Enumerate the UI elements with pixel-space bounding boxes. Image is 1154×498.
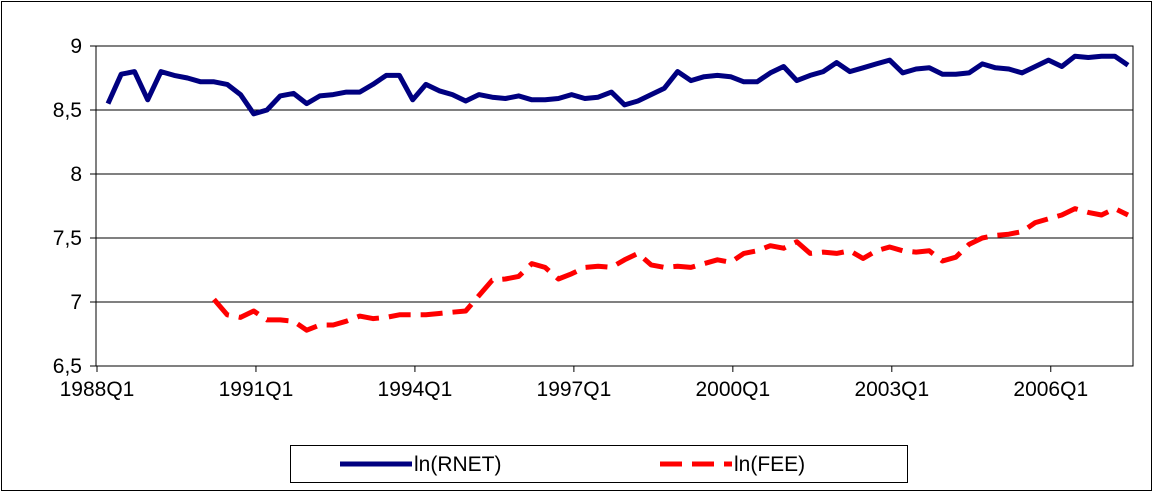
y-tick-label: 7 bbox=[70, 291, 82, 314]
x-tick-label: 1997Q1 bbox=[537, 378, 612, 401]
x-tick-label: 1991Q1 bbox=[219, 378, 294, 401]
x-tick-label: 2003Q1 bbox=[854, 378, 929, 401]
y-tick-label: 7,5 bbox=[53, 227, 82, 250]
x-tick-label: 1994Q1 bbox=[378, 378, 453, 401]
y-tick-label: 8,5 bbox=[53, 99, 82, 122]
y-tick-label: 9 bbox=[70, 35, 82, 58]
y-tick-label: 6,5 bbox=[53, 355, 82, 378]
x-tick-label: 2006Q1 bbox=[1013, 378, 1088, 401]
x-tick-label: 2000Q1 bbox=[695, 378, 770, 401]
legend-label: ln(RNET) bbox=[414, 453, 502, 476]
x-tick-label: 1988Q1 bbox=[60, 378, 135, 401]
legend-label: ln(FEE) bbox=[734, 453, 805, 476]
data-line bbox=[212, 206, 1130, 333]
y-tick-label: 8 bbox=[70, 163, 82, 186]
data-line bbox=[105, 53, 1130, 117]
